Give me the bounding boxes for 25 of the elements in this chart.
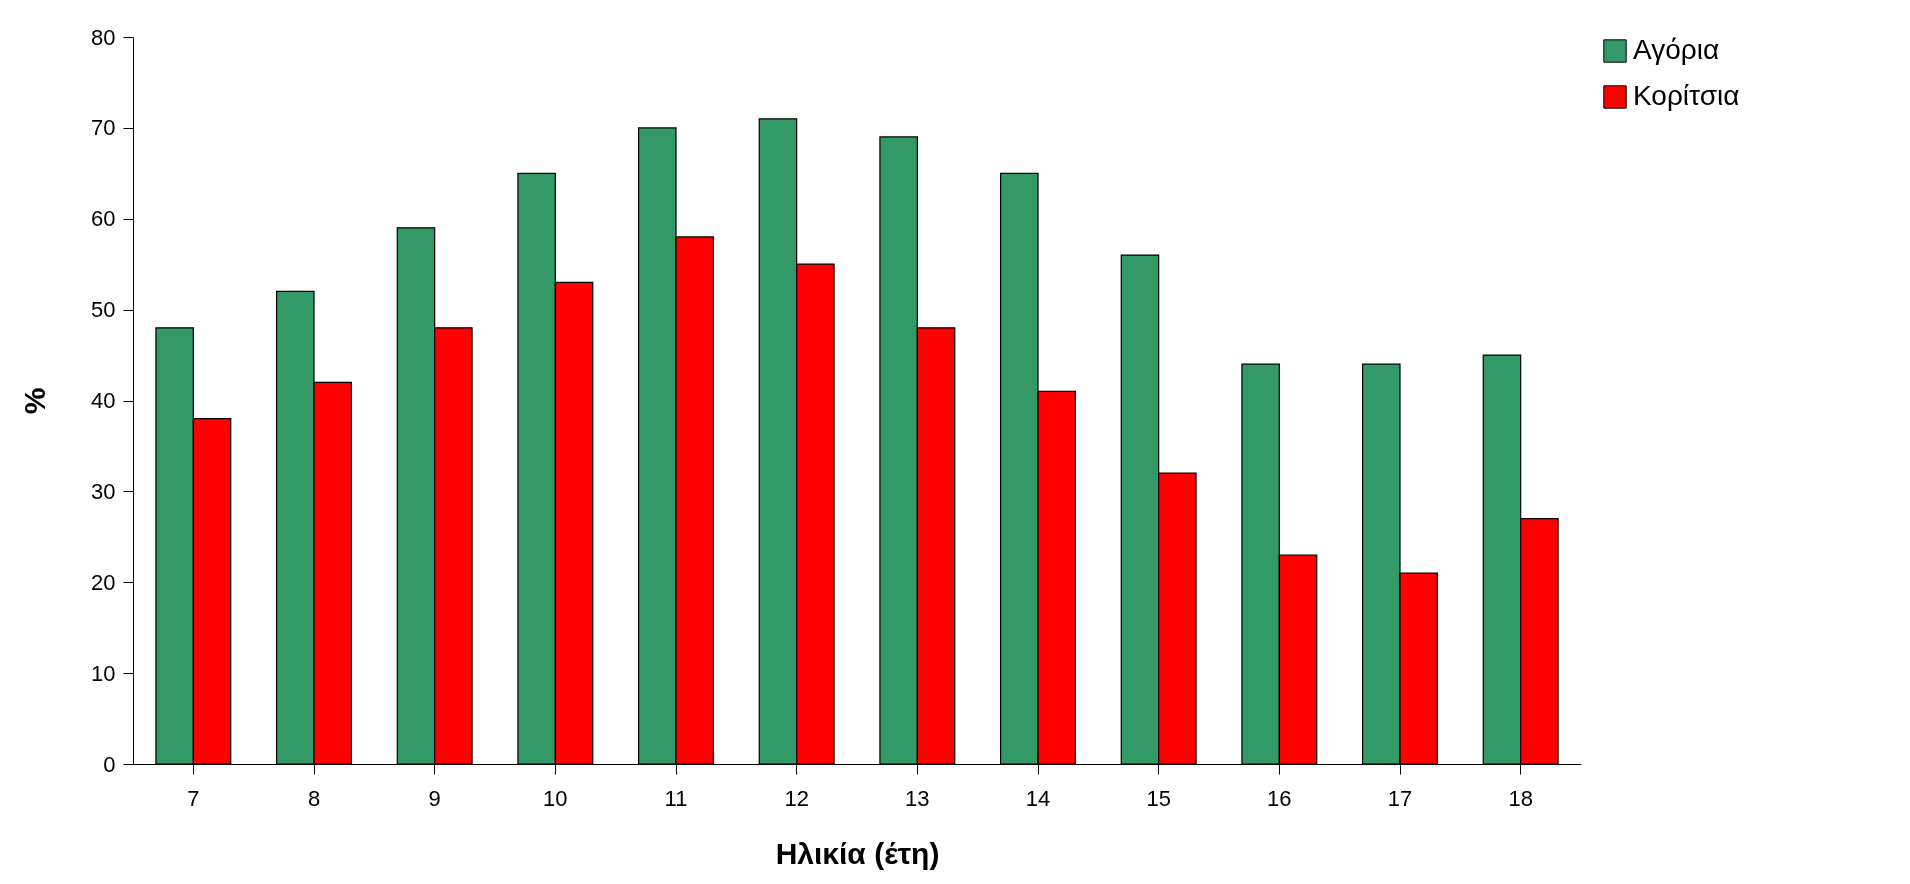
y-tick-label: 0 [103,751,116,777]
y-axis-title: % [18,387,52,415]
x-tick-label: 18 [1508,785,1533,811]
x-tick-label: 10 [543,785,568,811]
y-tick-label: 80 [91,24,116,50]
legend-label: Αγόρια [1633,34,1720,65]
x-tick-label: 7 [187,785,200,811]
x-tick-label: 12 [784,785,809,811]
y-tick-label: 50 [91,297,116,323]
x-tick-label: 17 [1387,785,1413,811]
x-tick-label: 11 [664,785,688,811]
x-tick-label: 9 [428,785,441,811]
y-tick-label: 10 [91,660,116,686]
y-tick-label: 60 [91,206,116,232]
legend-label: Κορίτσια [1633,80,1740,111]
x-tick-label: 14 [1025,785,1051,811]
y-tick-label: 30 [91,478,116,504]
y-tick-label: 20 [91,569,116,595]
x-tick-label: 8 [307,785,321,811]
y-tick-label: 40 [91,388,116,413]
y-tick-label: 70 [91,115,116,141]
x-tick-label: 13 [905,785,930,811]
x-tick-label: 16 [1267,785,1292,811]
x-axis-title: Ηλικία (έτη) [775,836,940,870]
x-tick-label: 15 [1146,785,1171,811]
